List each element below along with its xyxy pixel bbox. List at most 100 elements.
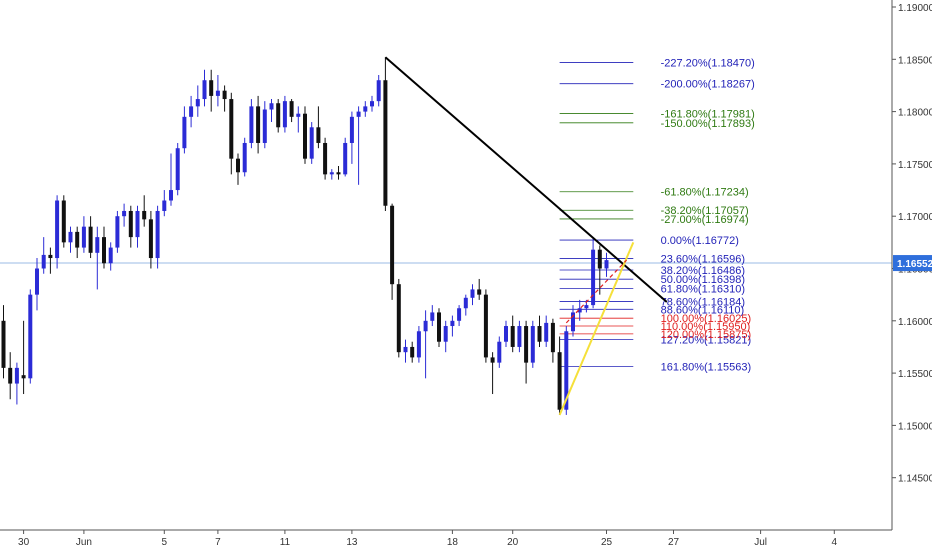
candle[interactable] xyxy=(81,216,86,253)
candle[interactable] xyxy=(423,310,428,379)
fib-level-label: 88.60%(1.16110) xyxy=(661,304,745,316)
projection-dashed-line[interactable] xyxy=(565,259,628,324)
candle[interactable] xyxy=(550,318,555,363)
candle[interactable] xyxy=(410,341,415,363)
candle[interactable] xyxy=(28,289,33,384)
candle[interactable] xyxy=(316,106,321,149)
candle[interactable] xyxy=(430,305,435,327)
candle[interactable] xyxy=(544,315,549,347)
candle[interactable] xyxy=(403,339,408,363)
candle[interactable] xyxy=(336,165,341,180)
candle[interactable] xyxy=(524,320,529,384)
fibonacci-retracement[interactable]: 161.80%(1.15563) 127.20%(1.15821)120.00%(… xyxy=(559,57,755,374)
candle[interactable] xyxy=(269,99,274,123)
candle[interactable] xyxy=(155,205,160,269)
candle[interactable] xyxy=(128,205,133,248)
candle[interactable] xyxy=(416,326,421,363)
candle[interactable] xyxy=(108,242,113,271)
candle[interactable] xyxy=(75,226,80,259)
candle[interactable] xyxy=(256,95,261,154)
candle[interactable] xyxy=(557,336,562,415)
candle[interactable] xyxy=(142,195,147,227)
candle[interactable] xyxy=(21,320,26,395)
candle[interactable] xyxy=(162,190,167,217)
candle[interactable] xyxy=(229,92,234,175)
candle[interactable] xyxy=(189,95,194,128)
candle[interactable] xyxy=(242,137,247,177)
candle-body xyxy=(423,320,428,332)
candle[interactable] xyxy=(530,320,535,368)
candle[interactable] xyxy=(591,237,596,309)
candle[interactable] xyxy=(470,284,475,306)
candle[interactable] xyxy=(175,142,180,196)
candle[interactable] xyxy=(282,95,287,133)
candle[interactable] xyxy=(343,137,348,177)
candle[interactable] xyxy=(148,210,153,269)
candle[interactable] xyxy=(537,315,542,347)
candle[interactable] xyxy=(303,106,307,164)
candle[interactable] xyxy=(510,315,515,353)
candle[interactable] xyxy=(88,216,93,259)
candle[interactable] xyxy=(209,69,214,112)
candle[interactable] xyxy=(236,153,240,185)
candle[interactable] xyxy=(289,99,294,123)
candle[interactable] xyxy=(296,106,301,133)
candle[interactable] xyxy=(115,210,120,253)
candle[interactable] xyxy=(329,169,334,180)
candle[interactable] xyxy=(390,203,395,300)
candle[interactable] xyxy=(169,153,173,206)
candle[interactable] xyxy=(383,57,388,211)
candle[interactable] xyxy=(504,320,508,347)
candle[interactable] xyxy=(8,352,13,400)
candle[interactable] xyxy=(1,305,6,379)
candle[interactable] xyxy=(490,352,495,395)
candle[interactable] xyxy=(202,69,207,107)
candle[interactable] xyxy=(483,289,488,363)
support-trendline[interactable] xyxy=(558,241,635,416)
candle[interactable] xyxy=(102,226,106,269)
candle[interactable] xyxy=(356,106,361,185)
candle[interactable] xyxy=(35,258,39,311)
candle[interactable] xyxy=(477,278,482,300)
candle[interactable] xyxy=(95,226,100,290)
candle[interactable] xyxy=(443,320,448,353)
candle[interactable] xyxy=(14,362,19,405)
candle[interactable] xyxy=(48,247,53,274)
candle[interactable] xyxy=(571,305,575,337)
candle[interactable] xyxy=(222,85,227,112)
drawings-group[interactable] xyxy=(384,56,668,416)
candle[interactable] xyxy=(450,315,455,337)
candle[interactable] xyxy=(437,308,441,347)
candle[interactable] xyxy=(457,305,462,327)
candle[interactable] xyxy=(122,203,127,227)
candle[interactable] xyxy=(195,85,200,117)
candle[interactable] xyxy=(41,237,46,274)
fib-level-label: 61.80%(1.16310) xyxy=(661,283,745,295)
resistance-trendline[interactable] xyxy=(384,56,668,303)
candle[interactable] xyxy=(597,245,602,295)
candle[interactable] xyxy=(370,95,374,112)
candle[interactable] xyxy=(396,278,401,358)
candle[interactable] xyxy=(215,74,220,107)
candle[interactable] xyxy=(249,99,254,149)
candle[interactable] xyxy=(463,294,468,316)
candle[interactable] xyxy=(61,195,66,248)
candle[interactable] xyxy=(376,74,381,107)
candle[interactable] xyxy=(182,106,187,154)
candle[interactable] xyxy=(497,336,502,368)
candle[interactable] xyxy=(517,320,522,353)
candle[interactable] xyxy=(309,122,314,164)
candle[interactable] xyxy=(604,252,609,277)
candle[interactable] xyxy=(363,101,368,117)
candle[interactable] xyxy=(323,137,328,180)
candle[interactable] xyxy=(262,101,267,149)
candle[interactable] xyxy=(135,205,140,248)
candle[interactable] xyxy=(349,111,354,164)
candle[interactable] xyxy=(55,195,60,269)
candles-group[interactable] xyxy=(1,57,609,415)
candle[interactable] xyxy=(577,299,582,321)
candle[interactable] xyxy=(276,99,281,133)
candle[interactable] xyxy=(68,226,73,253)
